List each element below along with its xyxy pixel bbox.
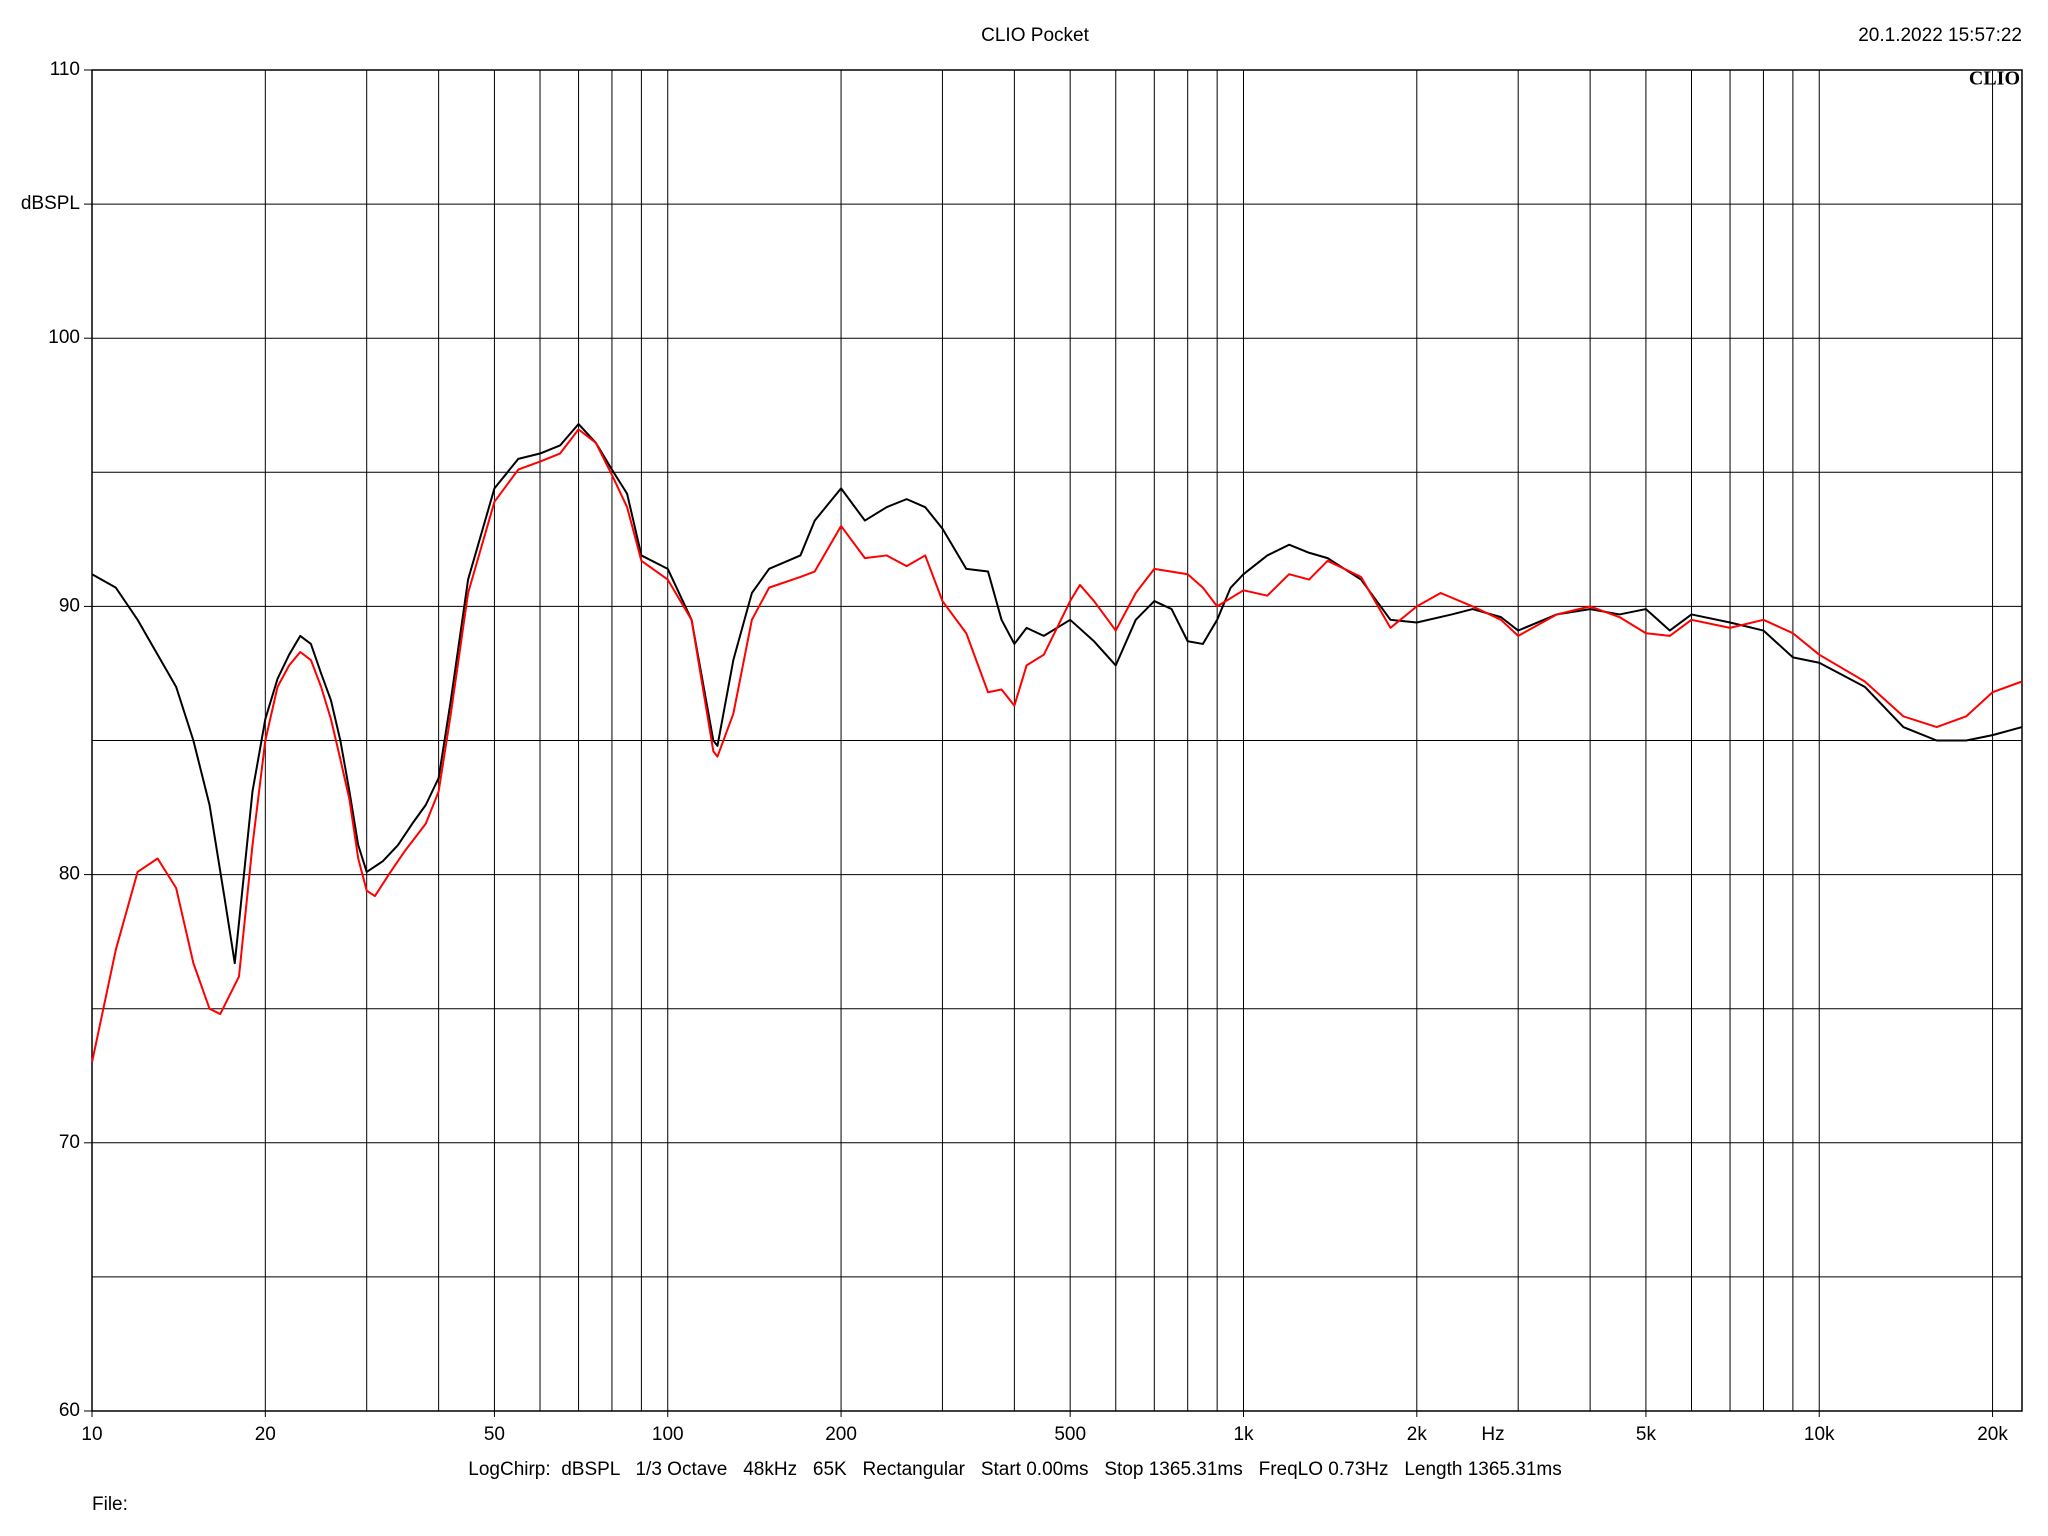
x-tick-label: 100 (652, 1424, 684, 1445)
x-tick-label: 5k (1636, 1424, 1657, 1445)
y-tick-label: dBSPL (21, 193, 80, 214)
y-tick-label: 110 (50, 59, 80, 80)
y-tick-label: 80 (59, 864, 80, 885)
x-tick-label: 20 (255, 1424, 276, 1445)
footer: LogChirp: dBSPL 1/3 Octave 48kHz 65K Rec… (468, 1459, 1561, 1480)
chart-title: CLIO Pocket (981, 25, 1089, 46)
logo: CLIO (1969, 68, 2020, 90)
timestamp: 20.1.2022 15:57:22 (1858, 25, 2022, 46)
x-tick-label: 500 (1054, 1424, 1086, 1445)
y-tick-label: 100 (48, 327, 80, 348)
y-tick-label: 60 (59, 1400, 80, 1421)
series-line (91, 428, 2023, 1063)
plot-frame (91, 69, 2023, 1412)
file-label: File: (92, 1494, 128, 1515)
x-tick-label: 2k (1407, 1424, 1428, 1445)
x-tick-label: 10 (81, 1424, 102, 1445)
x-axis-label: Hz (1481, 1424, 1504, 1445)
x-tick-label: 1k (1233, 1424, 1254, 1445)
series-line (91, 423, 2023, 965)
x-tick-label: 20k (1977, 1424, 2008, 1445)
y-tick-label: 70 (59, 1132, 80, 1153)
x-tick-label: 50 (484, 1424, 505, 1445)
y-tick-label: 90 (59, 595, 80, 616)
x-tick-label: 10k (1804, 1424, 1835, 1445)
x-tick-label: 200 (825, 1424, 857, 1445)
